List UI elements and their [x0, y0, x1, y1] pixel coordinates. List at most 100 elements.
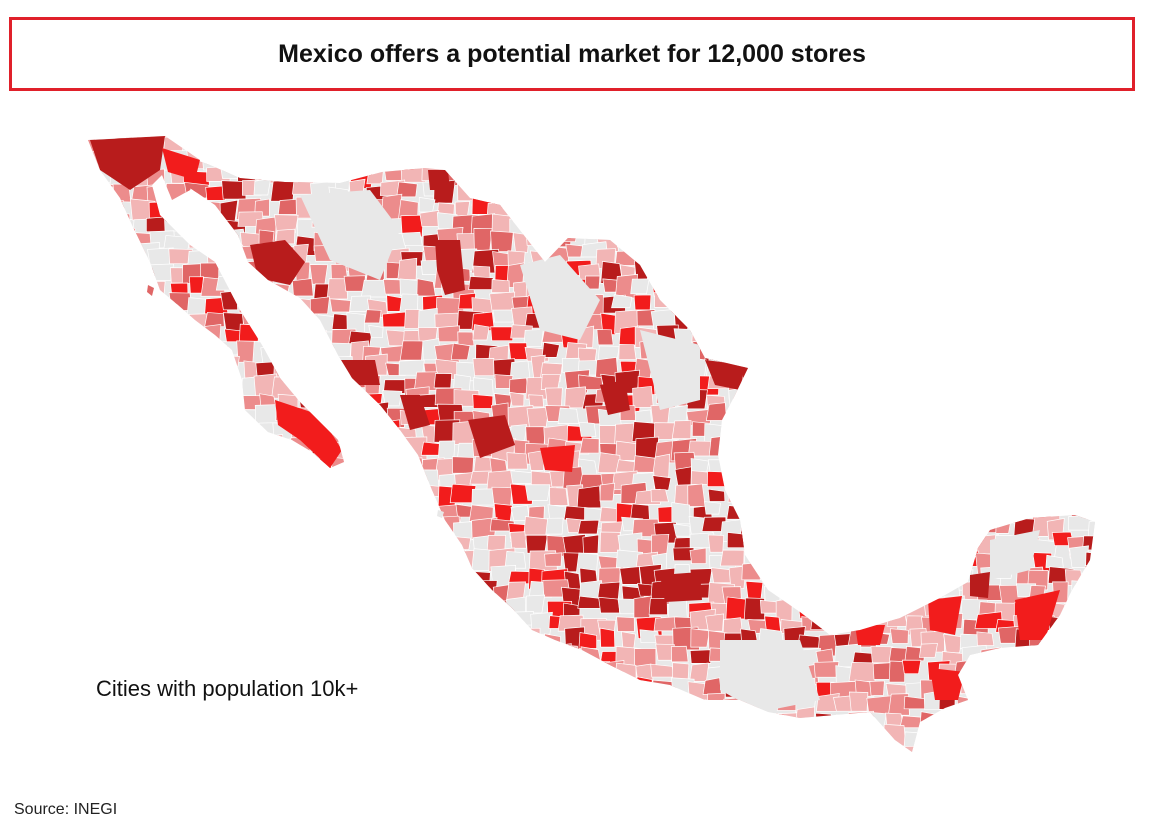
- municipality-cell: [993, 452, 1017, 466]
- municipality-cell: [999, 136, 1021, 157]
- municipality-cell: [565, 757, 583, 772]
- municipality-cell: [56, 616, 78, 631]
- municipality-cell: [162, 579, 183, 600]
- municipality-cell: [648, 729, 677, 749]
- municipality-cell: [543, 772, 565, 794]
- municipality-cell: [510, 182, 533, 201]
- municipality-cell: [707, 534, 725, 553]
- municipality-cell: [348, 550, 379, 567]
- municipality-cell: [397, 567, 417, 585]
- municipality-cell: [848, 196, 875, 212]
- municipality-cell: [93, 500, 113, 521]
- municipality-cell: [257, 564, 285, 580]
- municipality-cell: [165, 183, 189, 204]
- municipality-cell: [991, 386, 1018, 402]
- municipality-cell: [90, 182, 114, 197]
- municipality-cell: [201, 421, 224, 437]
- municipality-cell: [201, 440, 222, 459]
- municipality-cell: [691, 148, 710, 171]
- municipality-cell: [599, 759, 616, 775]
- municipality-cell: [257, 323, 279, 343]
- municipality-cell: [653, 694, 675, 712]
- municipality-cell: [764, 426, 785, 444]
- municipality-cell: [814, 471, 837, 491]
- municipality-cell: [977, 211, 1007, 225]
- municipality-cell: [489, 457, 508, 474]
- municipality-cell: [1012, 728, 1037, 745]
- municipality-cell: [523, 516, 551, 536]
- municipality-cell: [674, 466, 692, 486]
- municipality-cell: [995, 519, 1012, 534]
- municipality-cell: [722, 746, 751, 752]
- municipality-cell: [1010, 198, 1037, 218]
- municipality-cell: [836, 291, 856, 316]
- municipality-cell: [995, 193, 1018, 219]
- municipality-cell: [522, 136, 546, 149]
- municipality-cell: [292, 361, 312, 379]
- municipality-cell: [88, 419, 89, 437]
- municipality-cell: [1047, 373, 1070, 392]
- municipality-cell: [505, 168, 526, 190]
- municipality-cell: [710, 713, 732, 731]
- municipality-cell: [452, 760, 469, 780]
- municipality-cell: [922, 299, 949, 320]
- municipality-cell: [169, 520, 195, 539]
- municipality-cell: [709, 180, 732, 200]
- municipality-cell: [352, 777, 372, 796]
- municipality-cell: [236, 777, 259, 795]
- municipality-cell: [1049, 261, 1072, 278]
- municipality-cell: [1009, 406, 1030, 428]
- municipality-cell: [88, 389, 93, 410]
- municipality-cell: [996, 500, 1023, 524]
- municipality-cell: [57, 522, 77, 537]
- municipality-cell: [1103, 555, 1120, 576]
- municipality-cell: [633, 455, 656, 473]
- municipality-cell: [884, 164, 903, 179]
- municipality-cell: [566, 150, 589, 166]
- municipality-cell: [433, 725, 457, 745]
- municipality-cell: [602, 168, 628, 193]
- municipality-cell: [113, 519, 135, 538]
- municipality-cell: [1046, 650, 1066, 671]
- municipality-cell: [1064, 217, 1089, 240]
- municipality-cell: [220, 616, 245, 634]
- municipality-cell: [763, 410, 785, 428]
- municipality-cell: [262, 118, 284, 131]
- municipality-cell: [98, 469, 116, 485]
- municipality-cell: [109, 581, 127, 601]
- municipality-cell: [615, 692, 636, 711]
- municipality-cell: [976, 742, 996, 752]
- municipality-cell: [888, 660, 906, 683]
- municipality-cell: [832, 595, 854, 610]
- municipality-cell: [306, 330, 328, 349]
- municipality-cell: [650, 488, 669, 503]
- municipality-cell: [384, 454, 403, 473]
- municipality-cell: [114, 406, 145, 421]
- municipality-cell: [870, 516, 893, 533]
- municipality-cell: [796, 438, 820, 461]
- municipality-cell: [884, 778, 903, 798]
- municipality-cell: [508, 776, 526, 798]
- municipality-cell: [325, 136, 351, 158]
- municipality-cell: [549, 756, 572, 773]
- title-box: Mexico offers a potential market for 12,…: [9, 17, 1135, 91]
- municipality-cell: [798, 388, 820, 410]
- municipality-cell: [757, 388, 788, 409]
- municipality-cell: [89, 216, 113, 235]
- municipality-cell: [295, 452, 320, 468]
- municipality-cell: [1103, 310, 1126, 331]
- municipality-cell: [705, 310, 723, 330]
- municipality-cell: [381, 643, 404, 667]
- municipality-cell: [924, 779, 949, 795]
- municipality-cell: [762, 459, 785, 480]
- municipality-cell: [510, 136, 531, 148]
- municipality-cell: [738, 521, 766, 544]
- municipality-cell: [689, 699, 710, 720]
- municipality-cell: [468, 611, 491, 633]
- municipality-cell: [418, 594, 442, 614]
- municipality-cell: [291, 564, 316, 583]
- municipality-cell: [1013, 774, 1036, 798]
- municipality-cell: [129, 451, 151, 474]
- municipality-cell: [1047, 440, 1068, 457]
- municipality-cell: [890, 136, 907, 153]
